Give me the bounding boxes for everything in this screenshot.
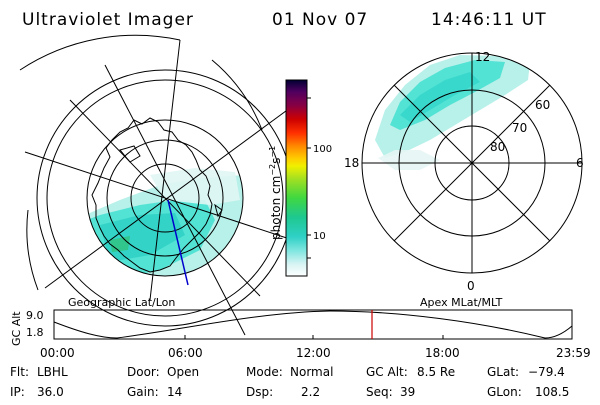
altitude-timeline: GC Alt 9.0 1.8 00:00 06:00 12:00 18:00 2… (10, 309, 591, 360)
gcalt-value: 8.5 Re (417, 365, 455, 379)
ytick-9: 9.0 (26, 309, 44, 322)
right-aurora-image (375, 55, 530, 170)
mode-value: Normal (290, 365, 333, 379)
ip-label: IP: (10, 385, 25, 399)
right-panel-caption: Apex MLat/MLT (420, 296, 503, 309)
flt-label: Flt: (10, 365, 29, 379)
glon-label: GLon: (487, 385, 522, 399)
mlat-label-70: 70 (512, 121, 527, 135)
glat-label: GLat: (487, 365, 519, 379)
glon-value: 108.5 (535, 385, 569, 399)
mode-label: Mode: (246, 365, 283, 379)
info-panel: Flt: LBHL Door: Open Mode: Normal GC Alt… (10, 365, 569, 399)
mlat-label-60: 60 (535, 98, 550, 112)
time-label: 14:46:11 UT (431, 10, 547, 30)
ytick-1-8: 1.8 (26, 326, 44, 339)
geographic-map (19, 34, 306, 336)
xtick-1800: 18:00 (425, 346, 460, 360)
gain-value: 14 (167, 385, 182, 399)
intensity-colorbar: 100 10 photon cm−2s−1 (268, 79, 332, 277)
gc-alt-ylabel: GC Alt (10, 311, 23, 346)
seq-value: 39 (400, 385, 415, 399)
instrument-title: Ultraviolet Imager (22, 10, 194, 30)
door-value: Open (167, 365, 199, 379)
dsp-label: Dsp: (246, 385, 273, 399)
colorbar-tick-10: 10 (313, 231, 326, 242)
altitude-curve (53, 310, 573, 339)
date-label: 01 Nov 07 (272, 10, 368, 30)
dsp-value: 2.2 (301, 385, 320, 399)
colorbar-tick-100: 100 (313, 144, 332, 155)
coastline (91, 117, 213, 273)
satellite-track (167, 199, 189, 286)
colorbar-unit-label: photon cm−2s−1 (268, 146, 283, 240)
mlt-label-18: 18 (344, 156, 359, 170)
flt-value: LBHL (37, 365, 68, 379)
mlat-label-80: 80 (490, 140, 505, 154)
door-label: Door: (127, 365, 160, 379)
xtick-0000: 00:00 (40, 346, 75, 360)
xtick-1200: 12:00 (296, 346, 331, 360)
xtick-2359: 23:59 (556, 346, 591, 360)
ip-value: 36.0 (37, 385, 64, 399)
glat-value: −79.4 (528, 365, 565, 379)
mlt-label-12: 12 (475, 50, 490, 64)
left-panel-caption: Geographic Lat/Lon (68, 296, 175, 309)
mlt-label-0: 0 (467, 279, 475, 293)
seq-label: Seq: (366, 385, 393, 399)
mlt-label-6: 6 (576, 156, 584, 170)
xtick-0600: 06:00 (168, 346, 203, 360)
gain-label: Gain: (127, 385, 159, 399)
magnetic-map: 12 18 6 0 60 70 80 (344, 50, 584, 293)
gcalt-label: GC Alt: (366, 365, 408, 379)
